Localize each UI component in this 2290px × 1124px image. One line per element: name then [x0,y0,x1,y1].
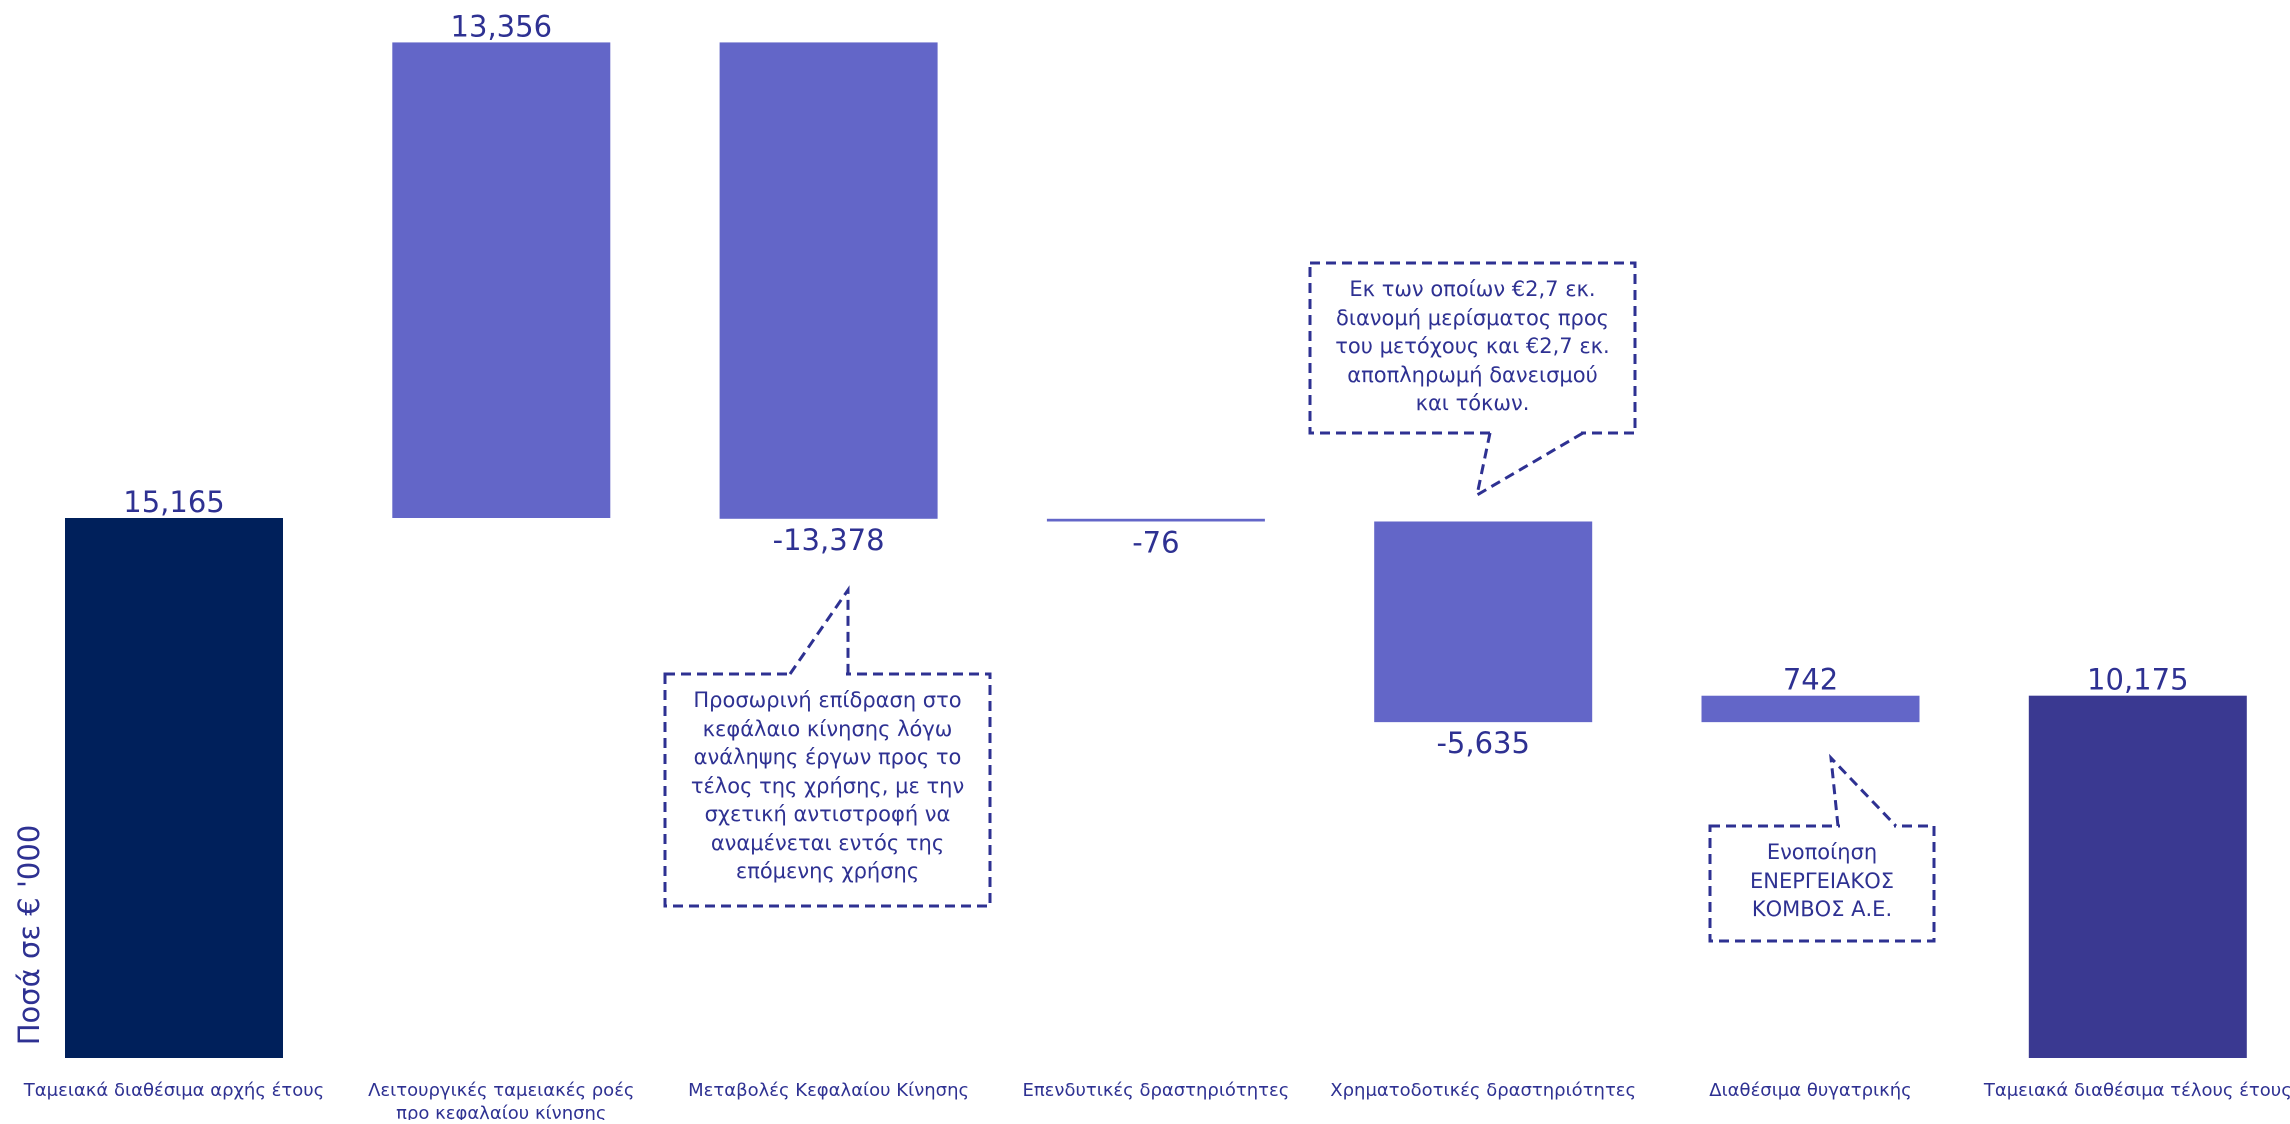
category-label-3: Μεταβολές Κεφαλαίου Κίνησης [688,1080,969,1101]
subsidiary-note-pointer [1829,753,1898,828]
bar-6 [1701,695,1920,723]
bar-5 [1374,521,1593,723]
bar-value-label-1: 15,165 [123,485,224,519]
bar-1 [65,518,283,1058]
subsidiary-note-text: Ενοποίηση ΕΝΕΡΓΕΙΑΚΟΣ ΚΟΜΒΟΣ Α.Ε. [1749,840,1894,921]
bar-7 [2028,695,2247,1058]
bar-value-label-6: 742 [1783,663,1838,697]
bar-value-label-2: 13,356 [451,9,552,43]
category-label-2: Λειτουργικές ταμειακές ροές προ κεφαλαίου… [368,1080,634,1120]
bars-layer [65,42,2247,1058]
working-capital-note-callout [663,585,992,908]
category-label-4: Επενδυτικές δραστηριότητες [1022,1080,1289,1101]
working-capital-note-pointer [788,585,850,675]
category-label-6: Διαθέσιμα θυγατρικής [1709,1080,1911,1101]
category-label-1: Ταμειακά διαθέσιμα αρχής έτους [23,1080,324,1101]
bar-3 [719,42,938,519]
bar-value-label-7: 10,175 [2087,663,2188,697]
bar-value-label-3: -13,378 [773,523,885,557]
category-label-5: Χρηματοδοτικές δραστηριότητες [1330,1080,1636,1101]
financing-note-text: Εκ των οποίων €2,7 εκ. διανομή μερίσματο… [1335,277,1610,415]
financing-note-callout [1308,261,1637,499]
subsidiary-note-box [1708,824,1936,943]
financing-note-pointer [1474,431,1584,499]
working-capital-note-text: Προσωρινή επίδραση στο κεφάλαιο κίνησης … [690,688,965,883]
value-labels-layer: 15,165 13,356 -13,378 -76 -5,635 742 10,175 [123,9,2188,760]
bar-2 [392,42,611,518]
bar-value-label-5: -5,635 [1436,726,1530,760]
bar-4 [1046,518,1265,522]
working-capital-note-box [663,672,992,908]
subsidiary-note-callout [1708,753,1936,943]
bar-value-label-4: -76 [1132,525,1179,559]
y-axis-title: Ποσά σε € '000 [12,825,46,1046]
callouts-layer [663,261,1936,943]
category-labels-layer: Ταμειακά διαθέσιμα αρχής έτους Λειτουργικ… [23,1080,2290,1124]
category-label-7: Ταμειακά διαθέσιμα τέλους έτους [1983,1080,2290,1101]
financing-note-box [1308,261,1637,435]
